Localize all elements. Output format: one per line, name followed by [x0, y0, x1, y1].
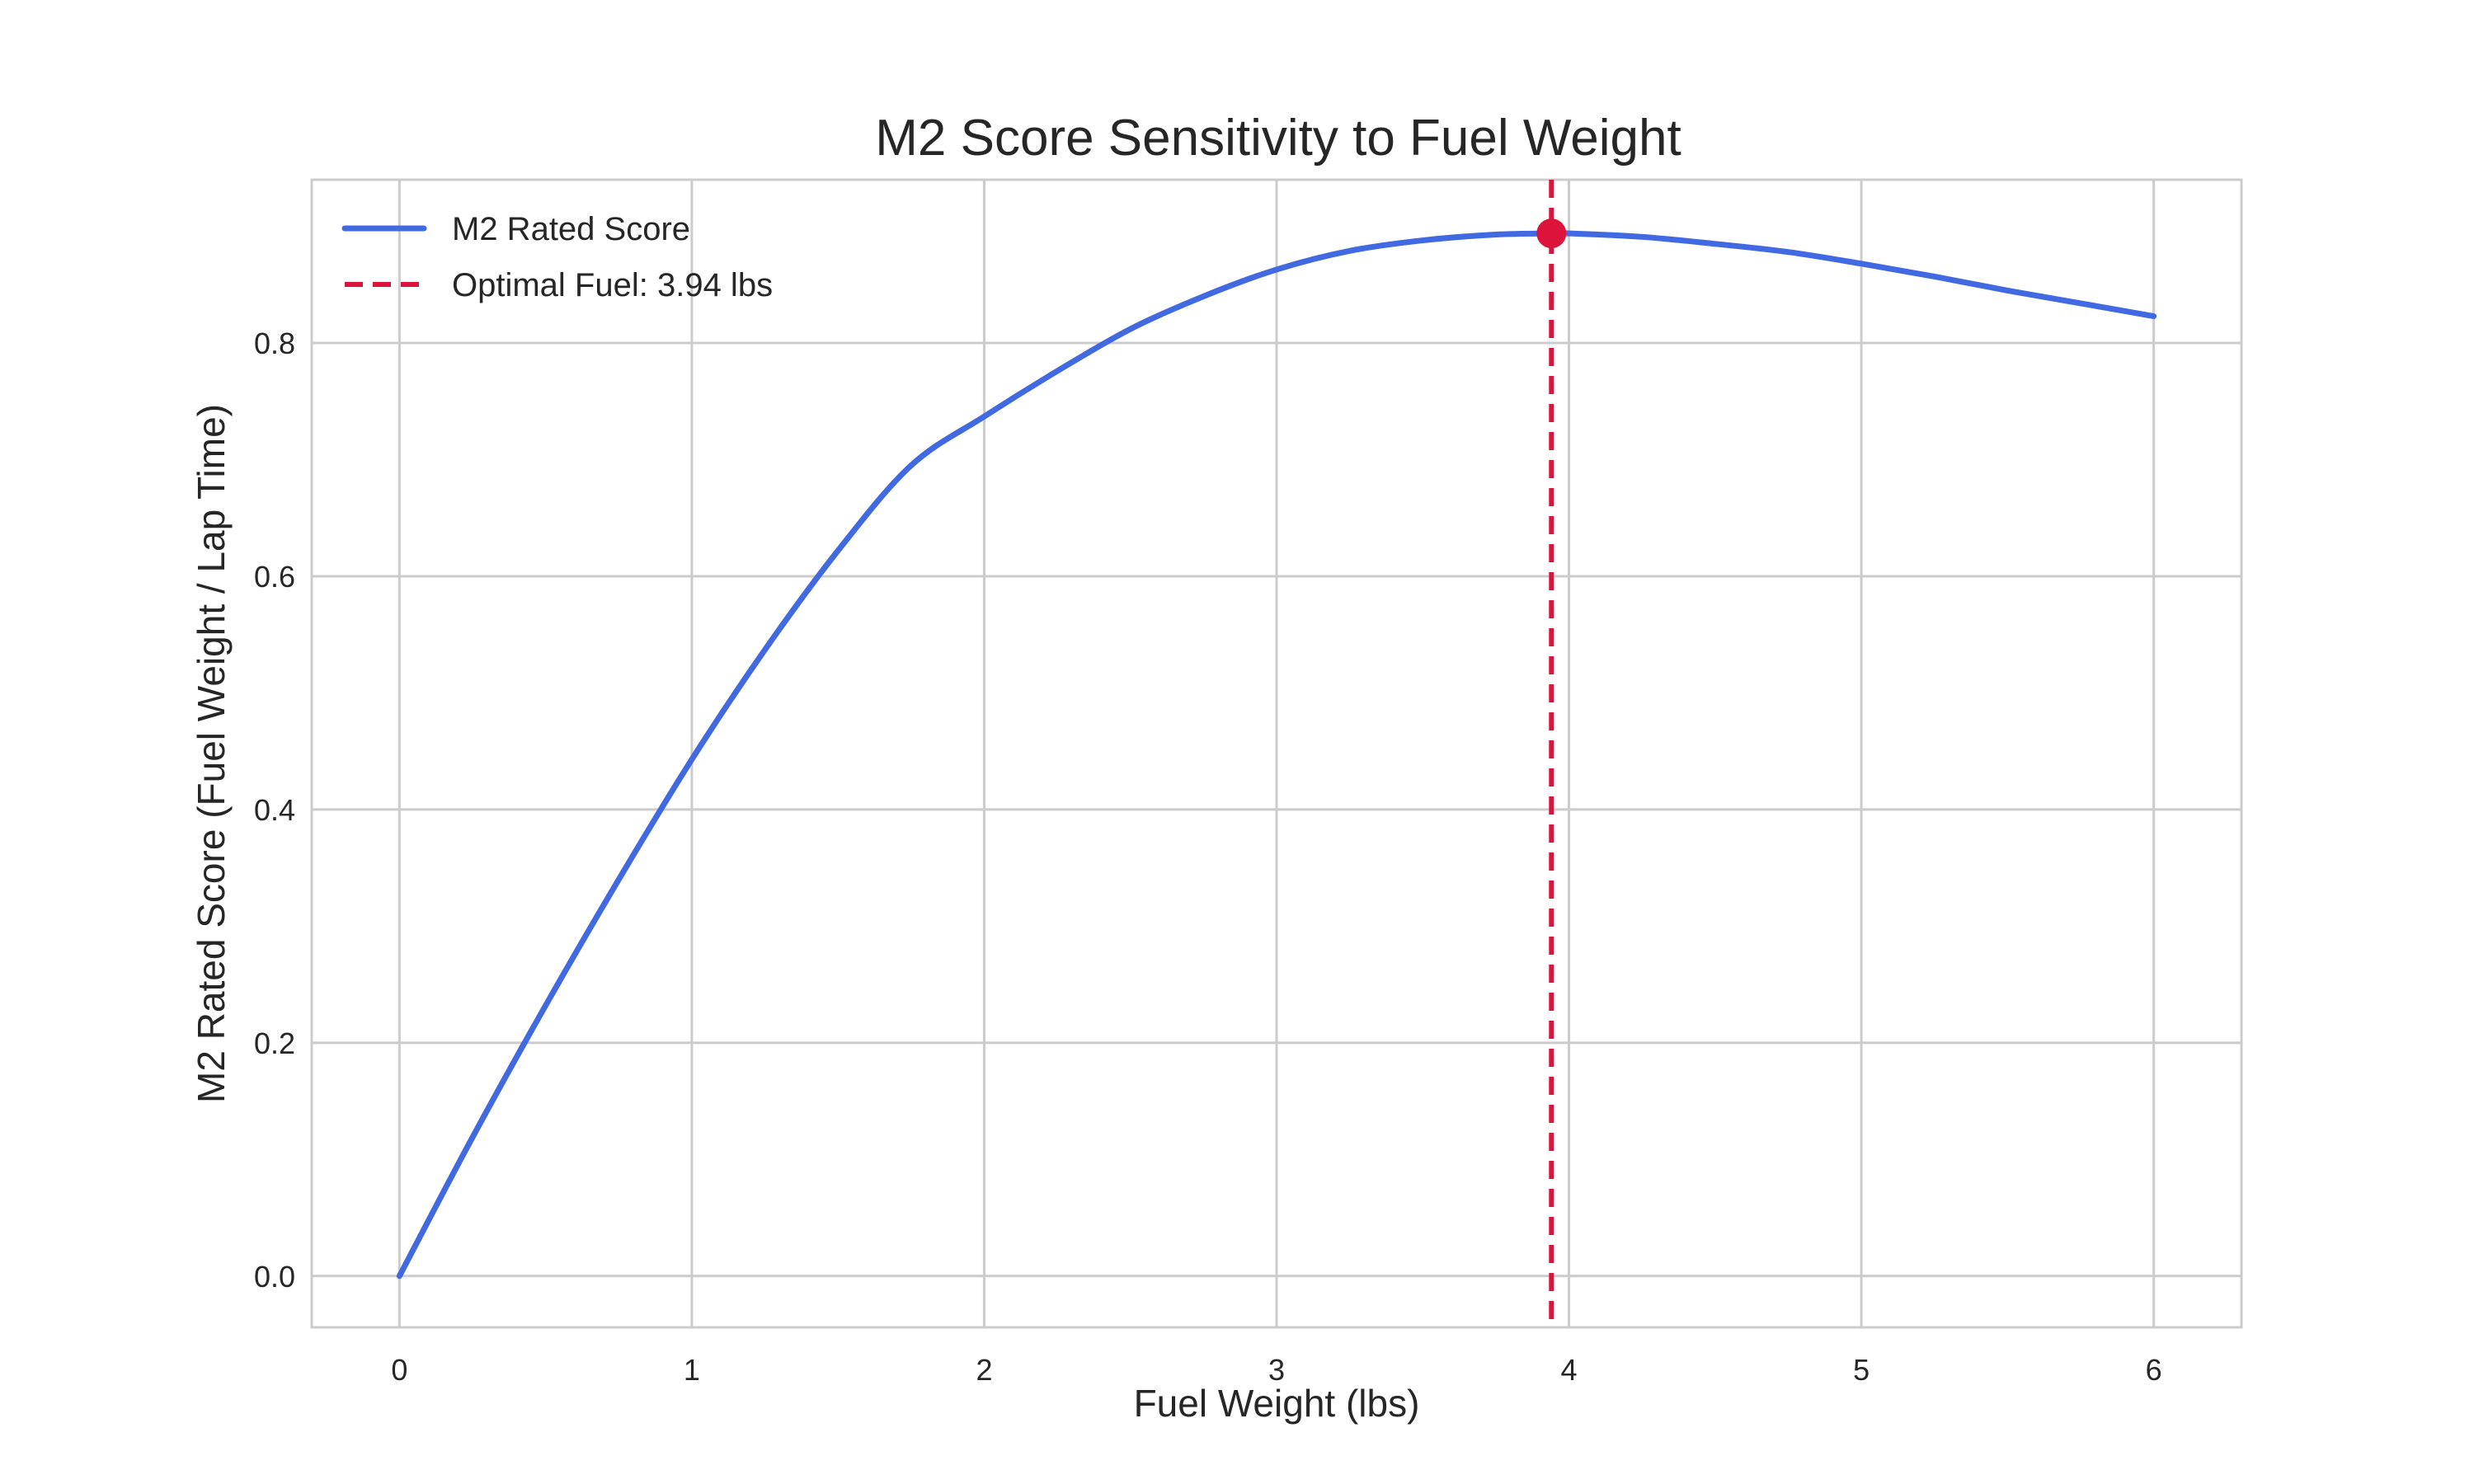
- legend-label-m2-rated-score: M2 Rated Score: [452, 211, 690, 247]
- y-tick-label: 0.4: [254, 793, 295, 827]
- optimal-point-marker: [1536, 218, 1567, 249]
- x-tick-label: 2: [976, 1353, 992, 1387]
- series-layer: [396, 180, 2157, 1327]
- tick-labels: 0 1 2 3 4 5 6 0.0 0.2 0.4 0.6 0.8: [254, 326, 2162, 1387]
- x-axis-label: Fuel Weight (lbs): [1134, 1382, 1420, 1425]
- y-tick-label: 0.6: [254, 560, 295, 594]
- series-line-m2-rated-score: [396, 230, 2157, 1280]
- plot-frame: [310, 178, 2243, 1329]
- x-tick-label: 4: [1561, 1353, 1578, 1387]
- y-tick-label: 0.0: [254, 1260, 295, 1294]
- x-tick-label: 6: [2146, 1353, 2162, 1387]
- y-tick-label: 0.8: [254, 326, 295, 360]
- legend: M2 Rated Score Optimal Fuel: 3.94 lbs: [341, 211, 773, 303]
- y-tick-label: 0.2: [254, 1026, 295, 1060]
- x-tick-label: 1: [684, 1353, 700, 1387]
- legend-label-optimal-fuel: Optimal Fuel: 3.94 lbs: [452, 267, 773, 303]
- chart-title: M2 Score Sensitivity to Fuel Weight: [875, 110, 1681, 167]
- grid: [312, 180, 2241, 1327]
- y-axis-label: M2 Rated Score (Fuel Weight / Lap Time): [190, 404, 233, 1103]
- x-tick-label: 0: [391, 1353, 407, 1387]
- x-tick-label: 3: [1268, 1353, 1285, 1387]
- x-tick-label: 5: [1853, 1353, 1870, 1387]
